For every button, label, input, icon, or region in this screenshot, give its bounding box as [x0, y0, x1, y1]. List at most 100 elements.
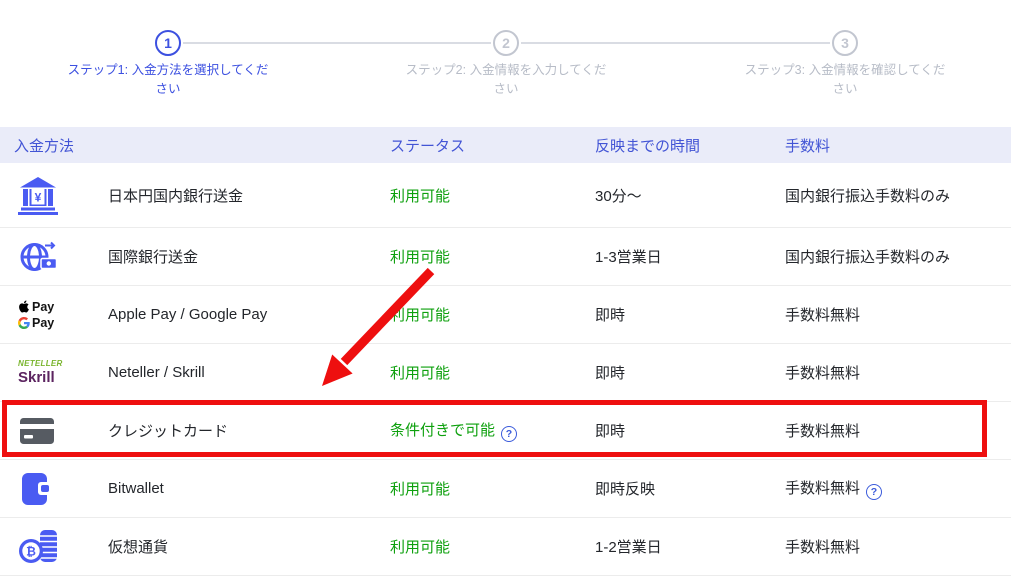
time-value: 即時 [595, 307, 626, 324]
method-name: Apple Pay / Google Pay [108, 306, 268, 323]
status-value: 利用可能 [390, 185, 595, 206]
status-value: 利用可能 [390, 362, 595, 383]
step-1-label-line1: ステップ1: 入金方法を選択してくだ [67, 63, 269, 77]
status-text: 利用可能 [390, 307, 451, 324]
header-status: ステータス [390, 137, 466, 155]
fee-text: 手数料無料 [785, 307, 861, 324]
step-1-label: ステップ1: 入金方法を選択してくだ さい [38, 61, 298, 100]
status-value: 利用可能 [390, 304, 595, 325]
skrill-logo: Skrill [18, 369, 55, 386]
step-2-label-line2: さい [493, 82, 519, 97]
status-value: 利用可能 [390, 246, 595, 267]
time-value: 1-2営業日 [595, 539, 662, 556]
status-text: 利用可能 [390, 365, 451, 382]
method-icon-cell: ¥ [18, 176, 58, 215]
table-header: 入金方法 ステータス 反映までの時間 手数料 [0, 127, 1011, 163]
fee-value: 手数料無料? [785, 477, 1011, 500]
fee-text: 手数料無料 [785, 480, 861, 497]
status-text: 利用可能 [390, 187, 451, 205]
status-value: 利用可能 [390, 536, 595, 557]
deposit-stepper: 1 ステップ1: 入金方法を選択してくだ さい 2 ステップ2: 入金情報を入力し… [0, 0, 1011, 127]
table-row[interactable]: Pay Pay Apple Pay / Google Pay 利用可能 即時 手… [0, 286, 1011, 344]
step-2: 2 ステップ2: 入金情報を入力してくだ さい [376, 30, 636, 100]
step-2-number: 2 [502, 35, 510, 51]
step-2-circle-icon: 2 [493, 30, 519, 56]
table-row[interactable]: NETELLER Skrill Neteller / Skrill 利用可能 即… [0, 344, 1011, 402]
status-value: 利用可能 [390, 478, 595, 499]
deposit-methods-table: 入金方法 ステータス 反映までの時間 手数料 ¥ 日本円国内銀行送金 利用可能 … [0, 127, 1011, 576]
fee-value: 国内銀行振込手数料のみ [785, 246, 1011, 267]
time-value: 1-3営業日 [595, 249, 662, 266]
table-row[interactable]: 国際銀行送金 利用可能 1-3営業日 国内銀行振込手数料のみ [0, 228, 1011, 286]
method-name: 国際銀行送金 [108, 249, 199, 266]
neteller-logo: NETELLER [18, 359, 63, 368]
fee-text: 手数料無料 [785, 365, 861, 382]
table-row[interactable]: クレジットカード 条件付きで可能? 即時 手数料無料 [0, 402, 1011, 460]
method-name: Bitwallet [108, 480, 164, 497]
step-3-circle-icon: 3 [832, 30, 858, 56]
bank-yen-icon: ¥ [18, 176, 58, 215]
table-body: ¥ 日本円国内銀行送金 利用可能 30分〜 国内銀行振込手数料のみ 国際銀行送金… [0, 163, 1011, 576]
method-icon-cell: NETELLER Skrill [18, 359, 63, 386]
fee-value: 手数料無料 [785, 536, 1011, 557]
step-1: 1 ステップ1: 入金方法を選択してくだ さい [38, 30, 298, 100]
time-value: 即時反映 [595, 481, 656, 498]
fee-value: 国内銀行振込手数料のみ [785, 185, 1011, 206]
credit-card-icon [20, 417, 54, 444]
time-value: 即時 [595, 423, 626, 440]
stepper-connector-2-3 [521, 42, 830, 44]
method-icon-cell [18, 414, 56, 448]
svg-text:¥: ¥ [35, 190, 42, 204]
time-value: 即時 [595, 365, 626, 382]
svg-text:₿: ₿ [26, 544, 36, 558]
globe-transfer-icon [20, 241, 58, 271]
table-row[interactable]: ₿ 仮想通貨 利用可能 1-2営業日 手数料無料 [0, 518, 1011, 576]
crypto-coins-icon: ₿ [19, 529, 57, 563]
neteller-skrill-logo: NETELLER Skrill [18, 359, 63, 386]
fee-value: 手数料無料 [785, 362, 1011, 383]
fee-text: 国内銀行振込手数料のみ [785, 187, 951, 205]
step-1-circle-icon: 1 [155, 30, 181, 56]
step-3-label-line1: ステップ3: 入金情報を確認してくだ [744, 63, 946, 77]
header-fee: 手数料 [785, 137, 831, 155]
method-name: 仮想通貨 [108, 539, 169, 556]
method-name: 日本円国内銀行送金 [108, 187, 244, 205]
step-2-label: ステップ2: 入金情報を入力してくだ さい [376, 61, 636, 100]
status-text: 利用可能 [390, 481, 451, 498]
google-g-icon [18, 316, 30, 329]
apple-icon [19, 300, 29, 313]
apple-pay-logo: Pay [18, 299, 54, 315]
fee-text: 手数料無料 [785, 539, 861, 556]
step-1-label-line2: さい [155, 82, 181, 97]
apple-pay-label: Pay [32, 299, 55, 314]
google-pay-label: Pay [32, 315, 55, 330]
status-text: 利用可能 [390, 249, 451, 266]
header-time: 反映までの時間 [595, 137, 701, 155]
step-1-number: 1 [164, 35, 172, 51]
table-row[interactable]: Bitwallet 利用可能 即時反映 手数料無料? [0, 460, 1011, 518]
method-icon-cell: Pay Pay [18, 299, 54, 331]
fee-value: 手数料無料 [785, 420, 1011, 441]
method-icon-cell [18, 471, 54, 507]
method-icon-cell: ₿ [18, 527, 60, 567]
stepper-connector-1-2 [183, 42, 491, 44]
fee-text: 国内銀行振込手数料のみ [785, 249, 951, 266]
status-help-icon[interactable]: ? [501, 426, 518, 442]
time-value: 30分〜 [595, 187, 642, 205]
step-3-label-line2: さい [832, 82, 858, 97]
header-method: 入金方法 [14, 137, 75, 155]
status-text: 条件付きで可能 [390, 422, 496, 439]
step-3-label: ステップ3: 入金情報を確認してくだ さい [715, 61, 975, 100]
table-row[interactable]: ¥ 日本円国内銀行送金 利用可能 30分〜 国内銀行振込手数料のみ [0, 163, 1011, 228]
fee-help-icon[interactable]: ? [866, 484, 883, 500]
method-name: クレジットカード [108, 423, 229, 440]
status-value: 条件付きで可能? [390, 419, 595, 442]
bitwallet-wallet-icon [22, 472, 52, 505]
apple-pay-google-pay-logo: Pay Pay [18, 299, 54, 331]
fee-text: 手数料無料 [785, 423, 861, 440]
step-3: 3 ステップ3: 入金情報を確認してくだ さい [715, 30, 975, 100]
google-pay-logo: Pay [18, 315, 54, 331]
step-3-number: 3 [841, 35, 849, 51]
method-icon-cell [18, 237, 59, 277]
step-2-label-line1: ステップ2: 入金情報を入力してくだ [405, 63, 607, 77]
